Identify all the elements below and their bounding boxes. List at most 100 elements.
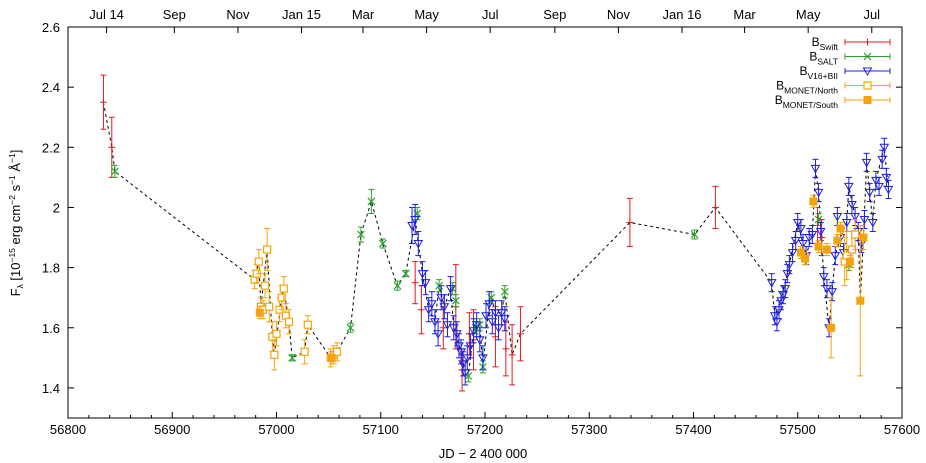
series-v16-bii xyxy=(407,137,894,386)
data-point xyxy=(850,218,860,251)
legend-label-sub: MONET/South xyxy=(783,100,839,110)
data-point xyxy=(263,228,272,272)
top-tick-label: Sep xyxy=(163,7,186,22)
legend-label-sub: SALT xyxy=(817,57,838,67)
data-point xyxy=(864,182,875,202)
top-tick-label: Sep xyxy=(543,7,566,22)
y-title-main: F xyxy=(8,288,23,296)
data-point xyxy=(426,291,437,317)
marker-cross-b xyxy=(500,287,509,296)
y-tick-label: 2.4 xyxy=(42,80,60,95)
data-point xyxy=(254,249,263,275)
data-point xyxy=(260,273,270,299)
top-tick-label: Jul xyxy=(863,7,880,22)
x-tick-label: 57000 xyxy=(258,422,294,437)
data-point xyxy=(367,188,376,214)
marker-triangle xyxy=(445,285,456,294)
marker-triangle xyxy=(830,252,841,261)
marker-square-filled xyxy=(856,296,865,305)
top-tick-label: Nov xyxy=(607,7,631,22)
marker-square-filled xyxy=(845,257,854,266)
legend-label-main: B xyxy=(809,50,817,64)
data-point xyxy=(410,203,421,236)
data-point xyxy=(499,306,510,332)
legend-label: BMONET/South xyxy=(775,93,839,110)
marker-triangle xyxy=(798,240,808,249)
marker-cross-b xyxy=(367,197,376,206)
marker-cross-b xyxy=(288,353,297,362)
x-tick-label: 57500 xyxy=(780,422,816,437)
marker-triangle xyxy=(766,279,777,288)
marker-square-filled xyxy=(833,236,842,245)
marker-triangle xyxy=(474,336,485,345)
data-point xyxy=(284,309,294,335)
data-point xyxy=(867,212,878,233)
marker-triangle xyxy=(832,212,843,222)
data-point xyxy=(300,339,309,365)
top-tick-label: May xyxy=(414,7,439,22)
marker-triangle xyxy=(871,176,881,186)
marker-square-filled xyxy=(814,242,823,251)
marker-triangle xyxy=(496,309,507,318)
legend-entry: BSwift xyxy=(812,35,891,52)
marker-triangle xyxy=(879,143,890,153)
data-point xyxy=(99,74,107,130)
data-point xyxy=(801,252,810,266)
marker-square-filled xyxy=(327,353,336,362)
marker-square-filled xyxy=(836,224,845,233)
marker-triangle xyxy=(433,330,443,339)
marker-triangle xyxy=(883,185,894,195)
x-tick-label: 56900 xyxy=(154,422,190,437)
legend-label: BSALT xyxy=(809,50,838,67)
marker-triangle xyxy=(780,285,791,294)
series-monet-south xyxy=(255,194,868,377)
data-point xyxy=(690,229,699,240)
data-point xyxy=(108,116,116,178)
marker-triangle xyxy=(818,273,829,282)
data-point xyxy=(772,312,782,332)
legend: BSwiftBSALTBV16+BIIBMONET/NorthBMONET/So… xyxy=(775,35,891,110)
plot-area xyxy=(99,74,894,392)
marker-cross-b xyxy=(464,371,473,380)
marker-square-open xyxy=(279,284,288,293)
legend-label: BSwift xyxy=(812,35,839,52)
y-title-sub: λ xyxy=(15,283,25,288)
marker-square-filled xyxy=(255,308,264,317)
marker-triangle xyxy=(410,215,421,225)
data-point xyxy=(516,306,524,362)
data-point xyxy=(836,222,845,236)
legend-label-sub: V16+BII xyxy=(808,71,838,81)
marker-square-open xyxy=(254,257,263,266)
marker-square-open xyxy=(265,302,274,311)
top-tick-label: Mar xyxy=(733,7,756,22)
marker-square-open xyxy=(284,317,294,326)
legend-label-main: B xyxy=(812,35,820,49)
marker-cross-b xyxy=(393,281,402,290)
marker-cross-b xyxy=(110,167,119,176)
data-point xyxy=(810,158,821,178)
x-tick-label: 57300 xyxy=(571,422,607,437)
marker-triangle xyxy=(881,173,892,183)
marker-square-open xyxy=(260,281,270,290)
axes: 56800 56900 57000 57100 57200 57300 57400 57500… xyxy=(42,7,920,437)
data-point xyxy=(481,303,491,329)
legend-label-sub: Swift xyxy=(820,42,839,52)
marker-triangle xyxy=(448,324,459,333)
marker-triangle xyxy=(413,240,424,249)
x-tick-label: 57100 xyxy=(363,422,399,437)
marker-triangle xyxy=(478,354,488,363)
data-point xyxy=(881,167,892,187)
y-tick-label: 2 xyxy=(53,200,60,215)
marker-square-filled xyxy=(863,96,872,104)
marker-triangle xyxy=(810,164,821,174)
y-title-exp2: −2 xyxy=(7,195,17,205)
marker-triangle xyxy=(484,300,495,309)
data-point xyxy=(303,315,312,335)
y-tick-label: 1.8 xyxy=(42,261,60,276)
marker-triangle xyxy=(493,324,504,333)
data-point xyxy=(255,306,264,320)
y-tick-label: 1.6 xyxy=(42,321,60,336)
data-point xyxy=(411,261,419,305)
data-point xyxy=(474,327,485,353)
